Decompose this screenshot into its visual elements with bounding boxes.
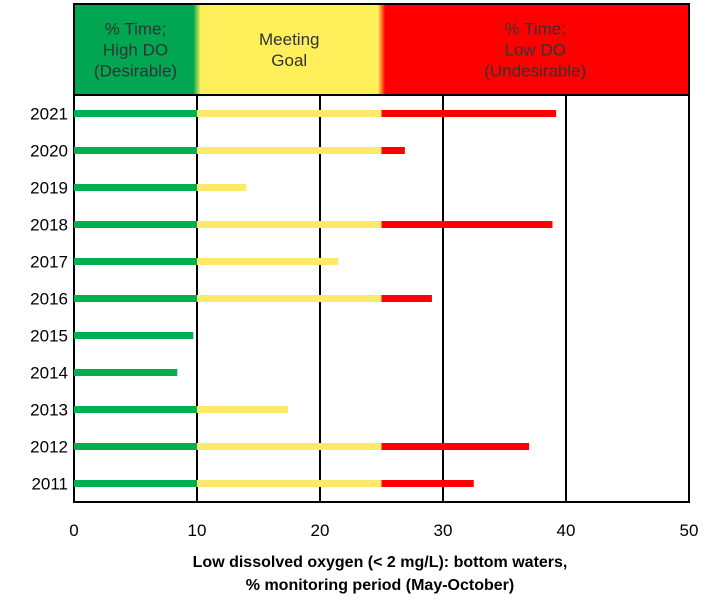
y-tick-label-2012: 2012 [30,438,68,457]
legend-band: % Time; High DO (Desirable) Meeting Goal % Ti… [73,3,690,96]
x-tick-label-40: 40 [557,521,576,540]
bar-2020 [74,147,405,154]
bar-segment-2012-25 [381,443,530,450]
x-tick-label-30: 30 [434,521,453,540]
y-tick-label-2015: 2015 [30,327,68,346]
x-axis-title-line1: Low dissolved oxygen (< 2 mg/L): bottom … [193,554,568,571]
bar-segment-2021-0 [74,110,197,117]
bar-segment-2012-10 [197,443,382,450]
bar-segment-2011-25 [381,480,474,487]
bar-2016 [74,295,432,302]
legend-band-label-1-0: Meeting [259,30,319,49]
y-tick-label-2016: 2016 [30,290,68,309]
y-tick-label-2013: 2013 [30,401,68,420]
bar-2011 [74,480,474,487]
bar-segment-2018-0 [74,221,197,228]
x-tick-label-50: 50 [680,521,699,540]
bar-2015 [74,332,194,339]
x-tick-labels: 0 10 20 30 40 50 [69,521,698,540]
bar-2017 [74,258,339,265]
y-tick-label-2017: 2017 [30,253,68,272]
bar-segment-2013-0 [74,406,197,413]
legend-band-label-0-1: High DO [103,41,168,60]
legend-band-label-2-1: Low DO [505,41,566,60]
bar-2018 [74,221,553,228]
bar-segment-2019-10 [197,184,247,191]
bar-segment-2016-25 [381,295,432,302]
x-axis-title-line2: % monitoring period (May-October) [246,577,514,594]
y-tick-label-2019: 2019 [30,179,68,198]
x-tick-label-20: 20 [311,521,330,540]
bar-segment-2019-0 [74,184,197,191]
bar-segment-2021-25 [381,110,557,117]
bar-segment-2016-0 [74,295,197,302]
x-tick-label-0: 0 [69,521,78,540]
legend-band-label-0-0: % Time; [105,20,166,39]
legend-band-label-2-0: % Time; [505,20,566,39]
y-tick-label-2011: 2011 [31,475,68,494]
bar-segment-2020-10 [197,147,382,154]
bar-segment-2014-0 [74,369,178,376]
y-tick-label-2020: 2020 [30,142,68,161]
bars [74,110,557,487]
legend-band-label-1-1: Goal [271,51,307,70]
bar-2014 [74,369,178,376]
bar-2019 [74,184,247,191]
bar-segment-2013-10 [197,406,289,413]
legend-band-label-2-2: (Undesirable) [484,62,586,81]
bar-2012 [74,443,530,450]
y-tick-label-2014: 2014 [30,364,68,383]
bar-segment-2011-0 [74,480,197,487]
bar-segment-2015-0 [74,332,194,339]
bar-segment-2020-25 [381,147,405,154]
bar-segment-2017-0 [74,258,197,265]
bar-segment-2020-0 [74,147,197,154]
bar-segment-2018-25 [381,221,553,228]
legend-band-label-0-2: (Desirable) [94,62,177,81]
bar-segment-2018-10 [197,221,382,228]
bar-2021 [74,110,557,117]
bar-segment-2012-0 [74,443,197,450]
x-tick-label-10: 10 [188,521,207,540]
bar-segment-2017-10 [197,258,339,265]
bar-segment-2016-10 [197,295,382,302]
bar-segment-2021-10 [197,110,382,117]
y-tick-labels: 2021 2020 2019 2018 2017 2016 2015 2014 2013 2012… [30,105,68,494]
y-tick-label-2018: 2018 [30,216,68,235]
bar-segment-2011-10 [197,480,382,487]
y-tick-label-2021: 2021 [30,105,68,124]
bar-2013 [74,406,289,413]
legend-band-fill [74,4,689,95]
